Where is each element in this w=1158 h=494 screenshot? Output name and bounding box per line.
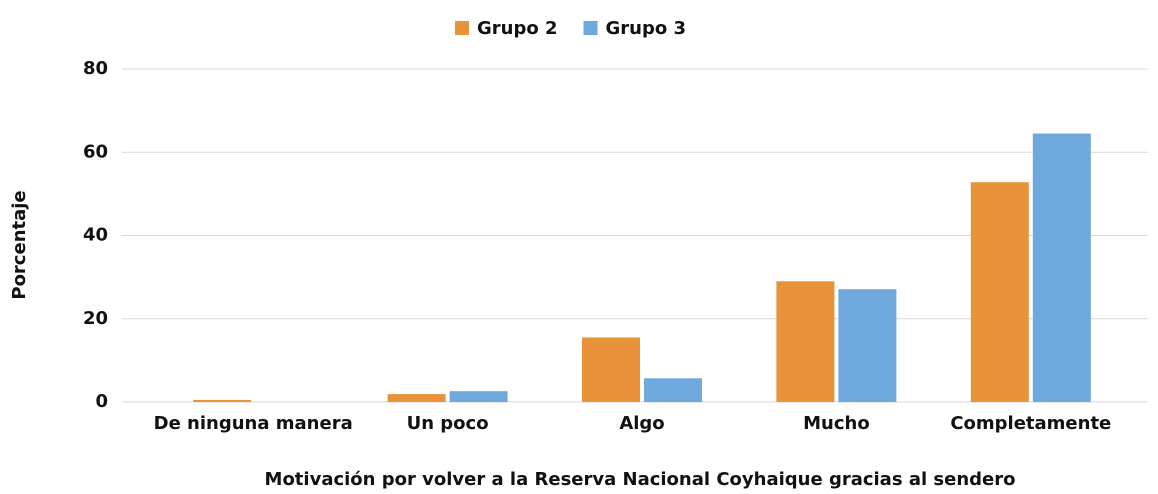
legend-swatch bbox=[583, 21, 598, 35]
legend-label: Grupo 3 bbox=[606, 18, 687, 39]
y-tick-label: 0 bbox=[95, 391, 108, 412]
y-tick-label: 40 bbox=[83, 225, 108, 246]
bar bbox=[1032, 133, 1091, 403]
x-axis-title: Motivación por volver a la Reserva Nacio… bbox=[265, 469, 1016, 490]
x-tick-label: De ninguna manera bbox=[154, 413, 353, 434]
y-tick-label: 80 bbox=[83, 58, 108, 79]
y-tick-label: 60 bbox=[83, 141, 108, 162]
bar bbox=[449, 391, 508, 402]
bar bbox=[387, 394, 446, 402]
y-tick-label: 20 bbox=[83, 308, 108, 329]
bar bbox=[838, 289, 897, 402]
legend-label: Grupo 2 bbox=[477, 18, 558, 39]
bar bbox=[970, 182, 1029, 402]
x-tick-label: Mucho bbox=[803, 413, 870, 434]
y-axis-title: Porcentaje bbox=[9, 190, 30, 299]
bar bbox=[193, 399, 252, 402]
bar bbox=[582, 337, 640, 402]
bar bbox=[644, 378, 702, 402]
bar bbox=[776, 281, 835, 402]
x-tick-label: Un poco bbox=[407, 413, 489, 434]
x-tick-label: Completamente bbox=[950, 413, 1111, 434]
x-tick-label: Algo bbox=[619, 413, 664, 434]
legend-swatch bbox=[455, 21, 469, 35]
